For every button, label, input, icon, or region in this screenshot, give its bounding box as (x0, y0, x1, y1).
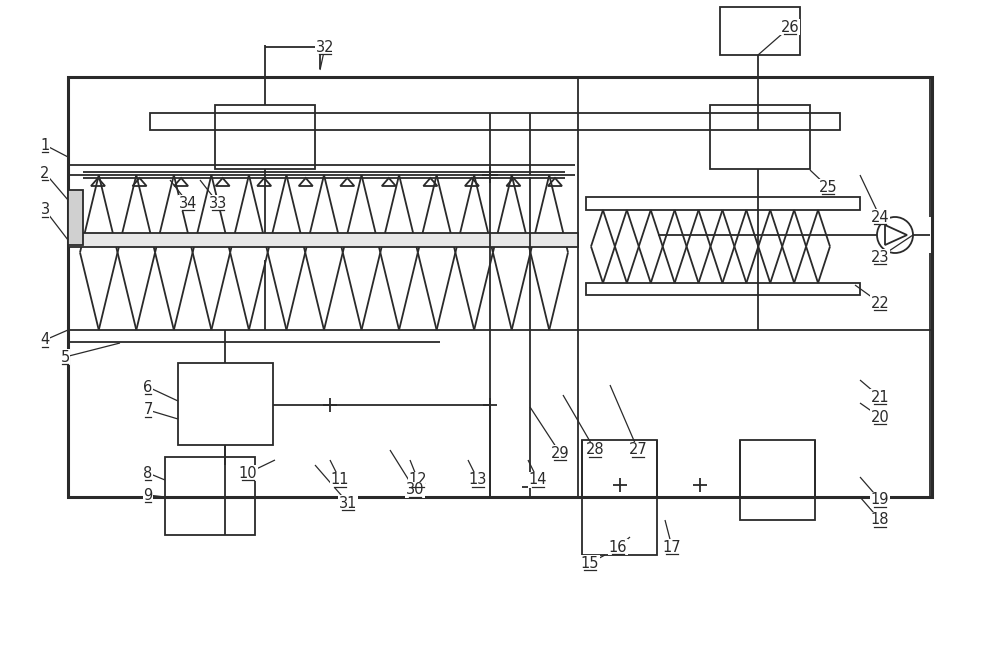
Text: 14: 14 (529, 473, 547, 487)
Bar (165, 457, 255, 535)
Text: 5: 5 (60, 350, 70, 364)
Bar (582, 440, 657, 555)
Text: 1: 1 (40, 138, 50, 152)
Text: 25: 25 (819, 180, 837, 194)
Text: 10: 10 (239, 465, 257, 481)
Text: 17: 17 (663, 539, 681, 555)
Text: 9: 9 (143, 487, 153, 503)
Text: 11: 11 (331, 473, 349, 487)
Bar (710, 105, 810, 169)
Text: 33: 33 (209, 196, 227, 211)
Text: 31: 31 (339, 495, 357, 511)
Text: 2: 2 (40, 166, 50, 180)
Text: 7: 7 (143, 402, 153, 418)
Text: 34: 34 (179, 196, 197, 211)
Text: 6: 6 (143, 380, 153, 394)
Bar (68, 190, 83, 245)
Bar (586, 197, 860, 210)
Text: 18: 18 (871, 513, 889, 527)
Text: 27: 27 (629, 442, 647, 458)
Text: 32: 32 (316, 39, 334, 55)
Bar (720, 7, 800, 55)
Text: 23: 23 (871, 249, 889, 265)
Text: 21: 21 (871, 390, 889, 404)
Text: 30: 30 (406, 483, 424, 497)
Bar (150, 113, 840, 130)
Text: 29: 29 (551, 446, 569, 460)
Text: 3: 3 (40, 203, 50, 217)
Text: 13: 13 (469, 473, 487, 487)
Text: 12: 12 (409, 473, 427, 487)
Bar (178, 363, 273, 445)
Text: 24: 24 (871, 209, 889, 225)
Text: 4: 4 (40, 332, 50, 348)
Text: 15: 15 (581, 555, 599, 571)
Text: 16: 16 (609, 539, 627, 555)
Text: 8: 8 (143, 465, 153, 481)
Text: 19: 19 (871, 493, 889, 507)
Bar (68, 77, 932, 497)
Bar (586, 283, 860, 295)
Text: 26: 26 (781, 19, 799, 35)
Text: 22: 22 (871, 295, 889, 311)
Text: 28: 28 (586, 442, 604, 458)
Bar (740, 440, 815, 520)
Bar (68, 233, 578, 247)
Bar (215, 105, 315, 169)
Text: 20: 20 (871, 410, 889, 424)
